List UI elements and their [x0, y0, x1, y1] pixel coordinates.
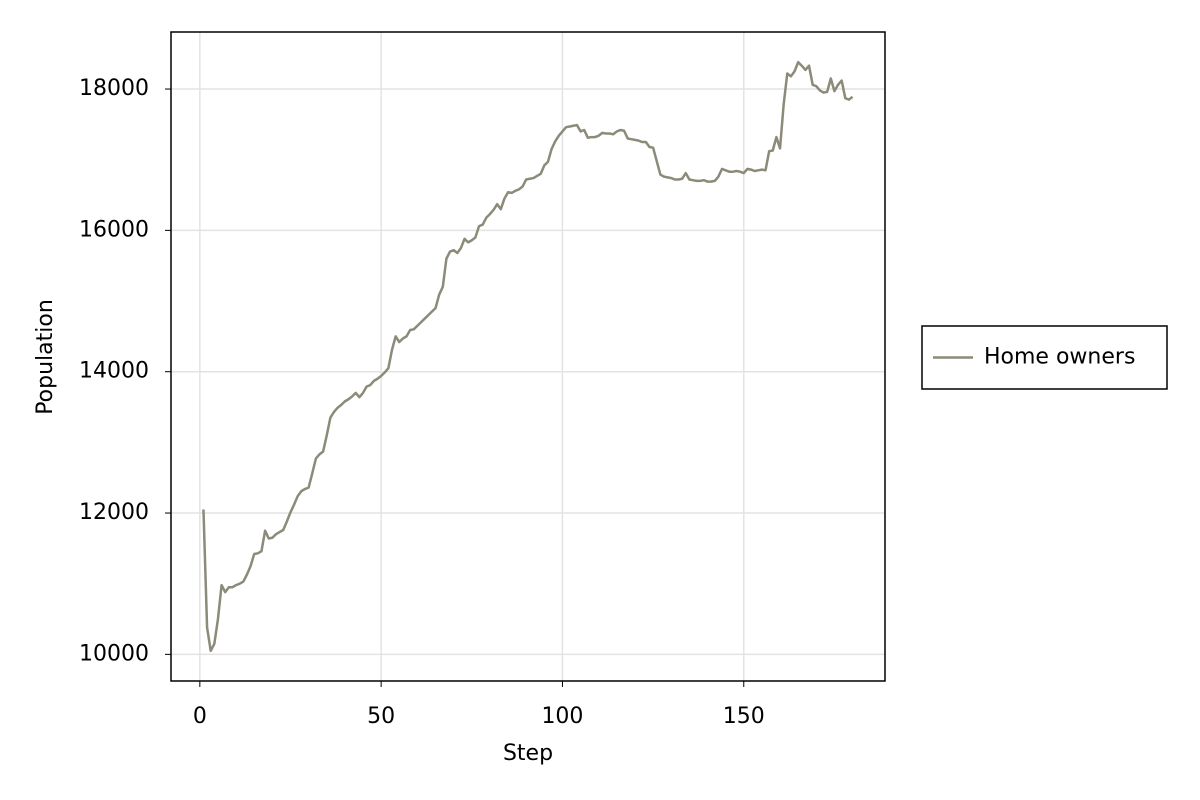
- x-tick-label: 100: [541, 704, 583, 729]
- x-tick-label: 0: [193, 704, 207, 729]
- y-tick-label: 18000: [79, 76, 149, 101]
- y-tick-label: 10000: [79, 641, 149, 666]
- x-axis-label: Step: [503, 741, 553, 766]
- x-tick-label: 50: [367, 704, 395, 729]
- line: [202, 60, 854, 653]
- legend-frame: [921, 325, 1168, 390]
- y-tick-label: 16000: [79, 217, 149, 242]
- y-axis-label: Population: [33, 299, 58, 415]
- y-tick-label: 14000: [79, 359, 149, 384]
- x-tick-label: 150: [723, 704, 765, 729]
- y-tick-label: 12000: [79, 500, 149, 525]
- legend-label: Home owners: [984, 345, 1135, 370]
- plot-frame: [170, 31, 886, 682]
